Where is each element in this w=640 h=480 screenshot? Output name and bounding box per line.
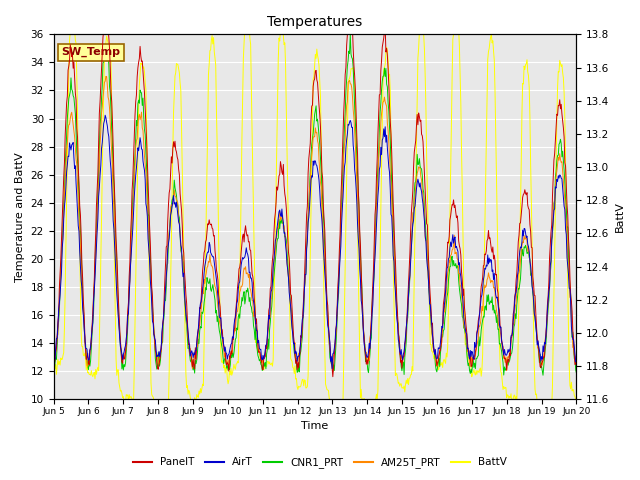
Title: Temperatures: Temperatures	[268, 15, 363, 29]
Y-axis label: Temperature and BattV: Temperature and BattV	[15, 152, 25, 282]
Y-axis label: BattV: BattV	[615, 201, 625, 232]
Text: SW_Temp: SW_Temp	[61, 47, 120, 58]
X-axis label: Time: Time	[301, 421, 328, 432]
Legend: PanelT, AirT, CNR1_PRT, AM25T_PRT, BattV: PanelT, AirT, CNR1_PRT, AM25T_PRT, BattV	[129, 453, 511, 472]
